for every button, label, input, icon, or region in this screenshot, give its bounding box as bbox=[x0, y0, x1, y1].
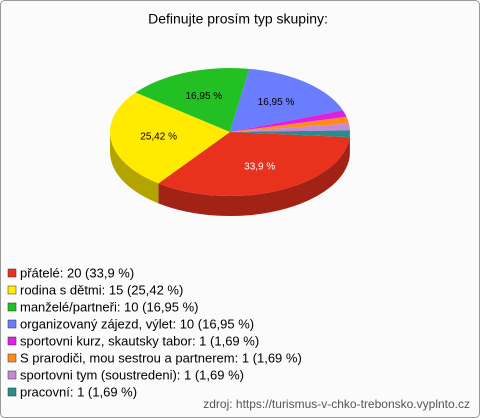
legend-swatch bbox=[7, 268, 17, 278]
legend-label: sportovni tym (soustredeni): 1 (1,69 %) bbox=[20, 367, 244, 382]
legend-label: S prarodiči, mou sestrou a partnerem: 1 … bbox=[20, 350, 302, 365]
legend-swatch bbox=[7, 285, 17, 295]
legend-swatch bbox=[7, 336, 17, 346]
slice bbox=[135, 68, 250, 132]
slice-side bbox=[110, 132, 159, 204]
slice-label: 25,42 % bbox=[140, 132, 177, 143]
legend-swatch bbox=[7, 370, 17, 380]
legend-swatch bbox=[7, 319, 17, 329]
slice bbox=[230, 116, 349, 132]
slice bbox=[158, 132, 350, 196]
slice-label: 16,95 % bbox=[258, 97, 295, 108]
chart-title: Definujte prosím typ skupiny: bbox=[148, 11, 328, 27]
legend-label: přátelé: 20 (33,9 %) bbox=[20, 265, 134, 280]
slice bbox=[230, 130, 351, 138]
legend-swatch bbox=[7, 302, 17, 312]
legend-label: rodina s dětmi: 15 (25,42 %) bbox=[20, 282, 183, 297]
legend-label: organizovaný zájezd, výlet: 10 (16,95 %) bbox=[20, 316, 254, 331]
slice-side bbox=[158, 137, 350, 217]
source: zdroj: https://turismus-v-chko-trebonsko… bbox=[203, 397, 470, 411]
slice-label: 33,9 % bbox=[244, 162, 275, 173]
legend-swatch bbox=[7, 387, 17, 397]
slice bbox=[110, 92, 230, 184]
legend-swatch bbox=[7, 353, 17, 363]
legend-label: pracovní: 1 (1,69 %) bbox=[20, 384, 137, 399]
slice bbox=[230, 123, 350, 132]
legend-label: manželé/partneři: 10 (16,95 %) bbox=[20, 299, 198, 314]
slice bbox=[230, 110, 347, 132]
slice bbox=[230, 68, 343, 132]
slice-label: 16,95 % bbox=[185, 91, 222, 102]
legend-label: sportovni kurz, skautsky tabor: 1 (1,69 … bbox=[20, 333, 259, 348]
